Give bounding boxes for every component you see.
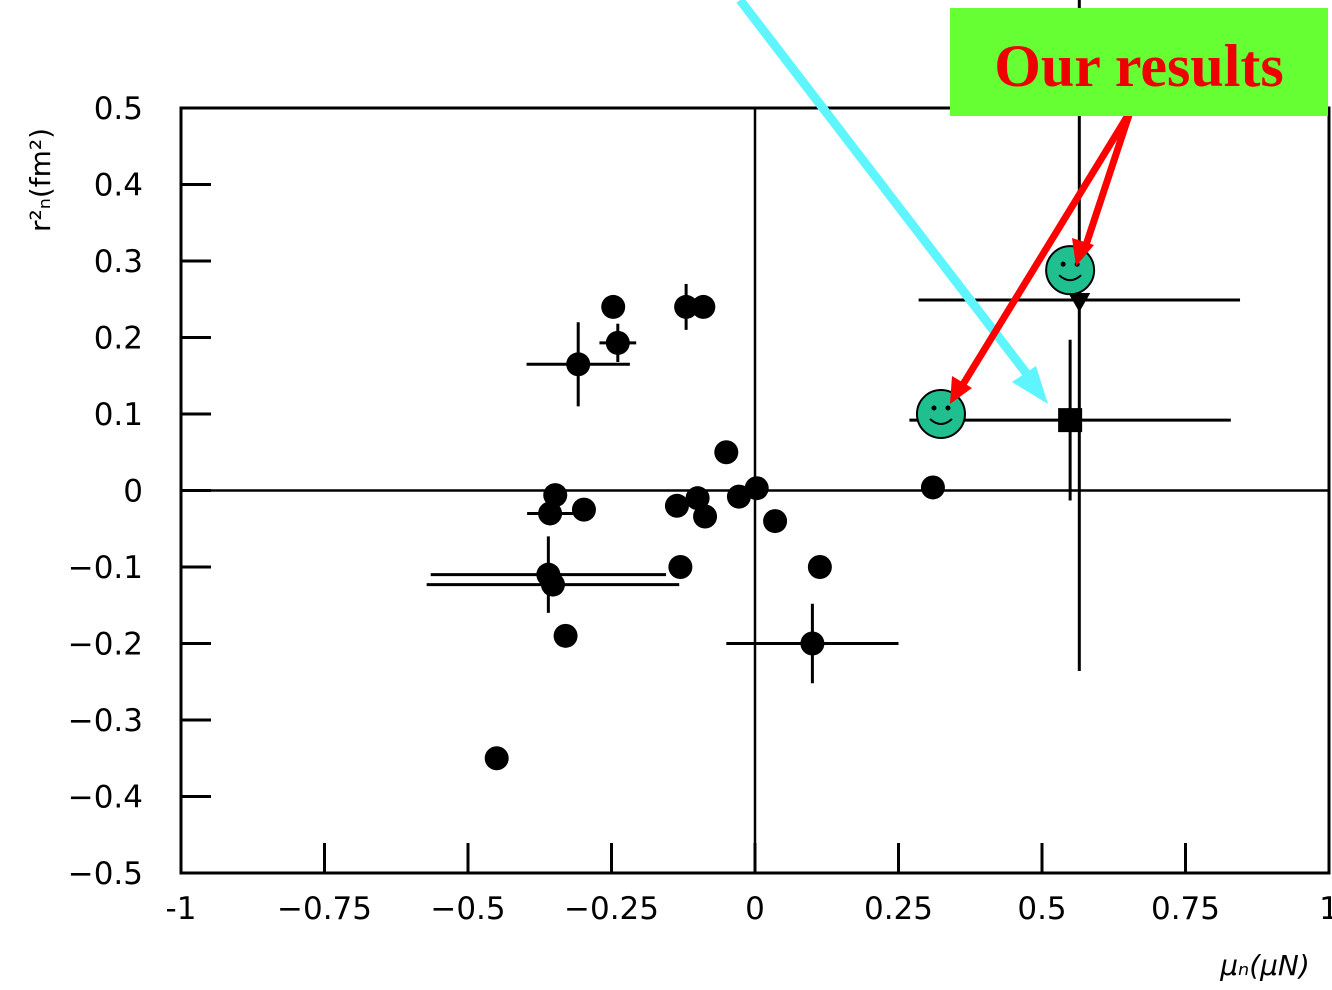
x-tick-label: 0.5 [1017,891,1066,927]
y-tick-label: −0.3 [68,703,143,739]
point [538,501,563,526]
point [484,746,509,771]
smiley-mouth [1058,274,1082,282]
point [540,572,565,597]
point [744,476,769,501]
point [674,294,699,319]
y-tick-label: 0.2 [94,321,143,357]
x-tick-label: −0.5 [430,891,505,927]
point [571,497,596,522]
point [691,294,716,319]
cyan-arrow [736,0,1034,381]
x-tick-label: −0.75 [277,891,372,927]
red-arrow-head [1072,238,1094,266]
point [800,631,825,656]
y-tick-label: 0.1 [94,397,143,433]
point [714,440,739,465]
point [693,504,718,529]
point [1068,293,1091,313]
smiley-face [915,389,966,439]
y-tick-label: 0.5 [94,91,143,127]
x-tick-label: 0.75 [1151,891,1220,927]
marks: -1 −0.75 −0.5 −0.25 0 0.25 0.5 0.75 1 −0.5 −0.4 −0.… [68,0,1332,927]
red-arrow [1081,110,1134,250]
y-tick-label: −0.1 [68,550,143,586]
smiley-eye [945,405,951,411]
smiley-eye [931,405,937,411]
point [726,484,751,509]
x-tick-label: 0.25 [864,891,933,927]
point [685,486,710,511]
point [566,352,591,377]
smiley-eye [1060,261,1066,267]
x-tick-label: -1 [166,891,197,927]
point [601,294,626,319]
y-axis-label: r²ₙ(fm²) [24,128,57,232]
smiley-point [915,389,966,439]
y-tick-label: 0 [123,474,143,510]
red-arrow [959,110,1133,388]
y-tick-label: −0.5 [68,856,143,892]
x-axis-label: μₙ(μN) [1219,949,1310,982]
annotation-box [950,8,1328,116]
smiley-point [1045,245,1096,296]
y-tick-label: −0.2 [68,627,143,663]
smiley-mouth [929,418,953,425]
y-tick-label: 0.4 [94,168,143,204]
point [807,555,832,579]
y-tick-label: −0.4 [68,780,143,816]
point [920,475,945,500]
x-tick-label: −0.25 [564,891,659,927]
x-tick-label: 1 [1319,891,1332,927]
x-tick-label: 0 [745,891,765,927]
point [543,483,568,508]
y-tick-label: 0.3 [94,244,143,280]
annotation: Our results [994,33,1283,99]
point [668,555,693,579]
red-arrow-head [950,376,972,404]
point [605,330,630,355]
cyan-arrow-head [1012,366,1048,404]
smiley-face [1045,245,1096,296]
point [553,623,578,648]
point [664,493,689,518]
point [763,509,788,534]
